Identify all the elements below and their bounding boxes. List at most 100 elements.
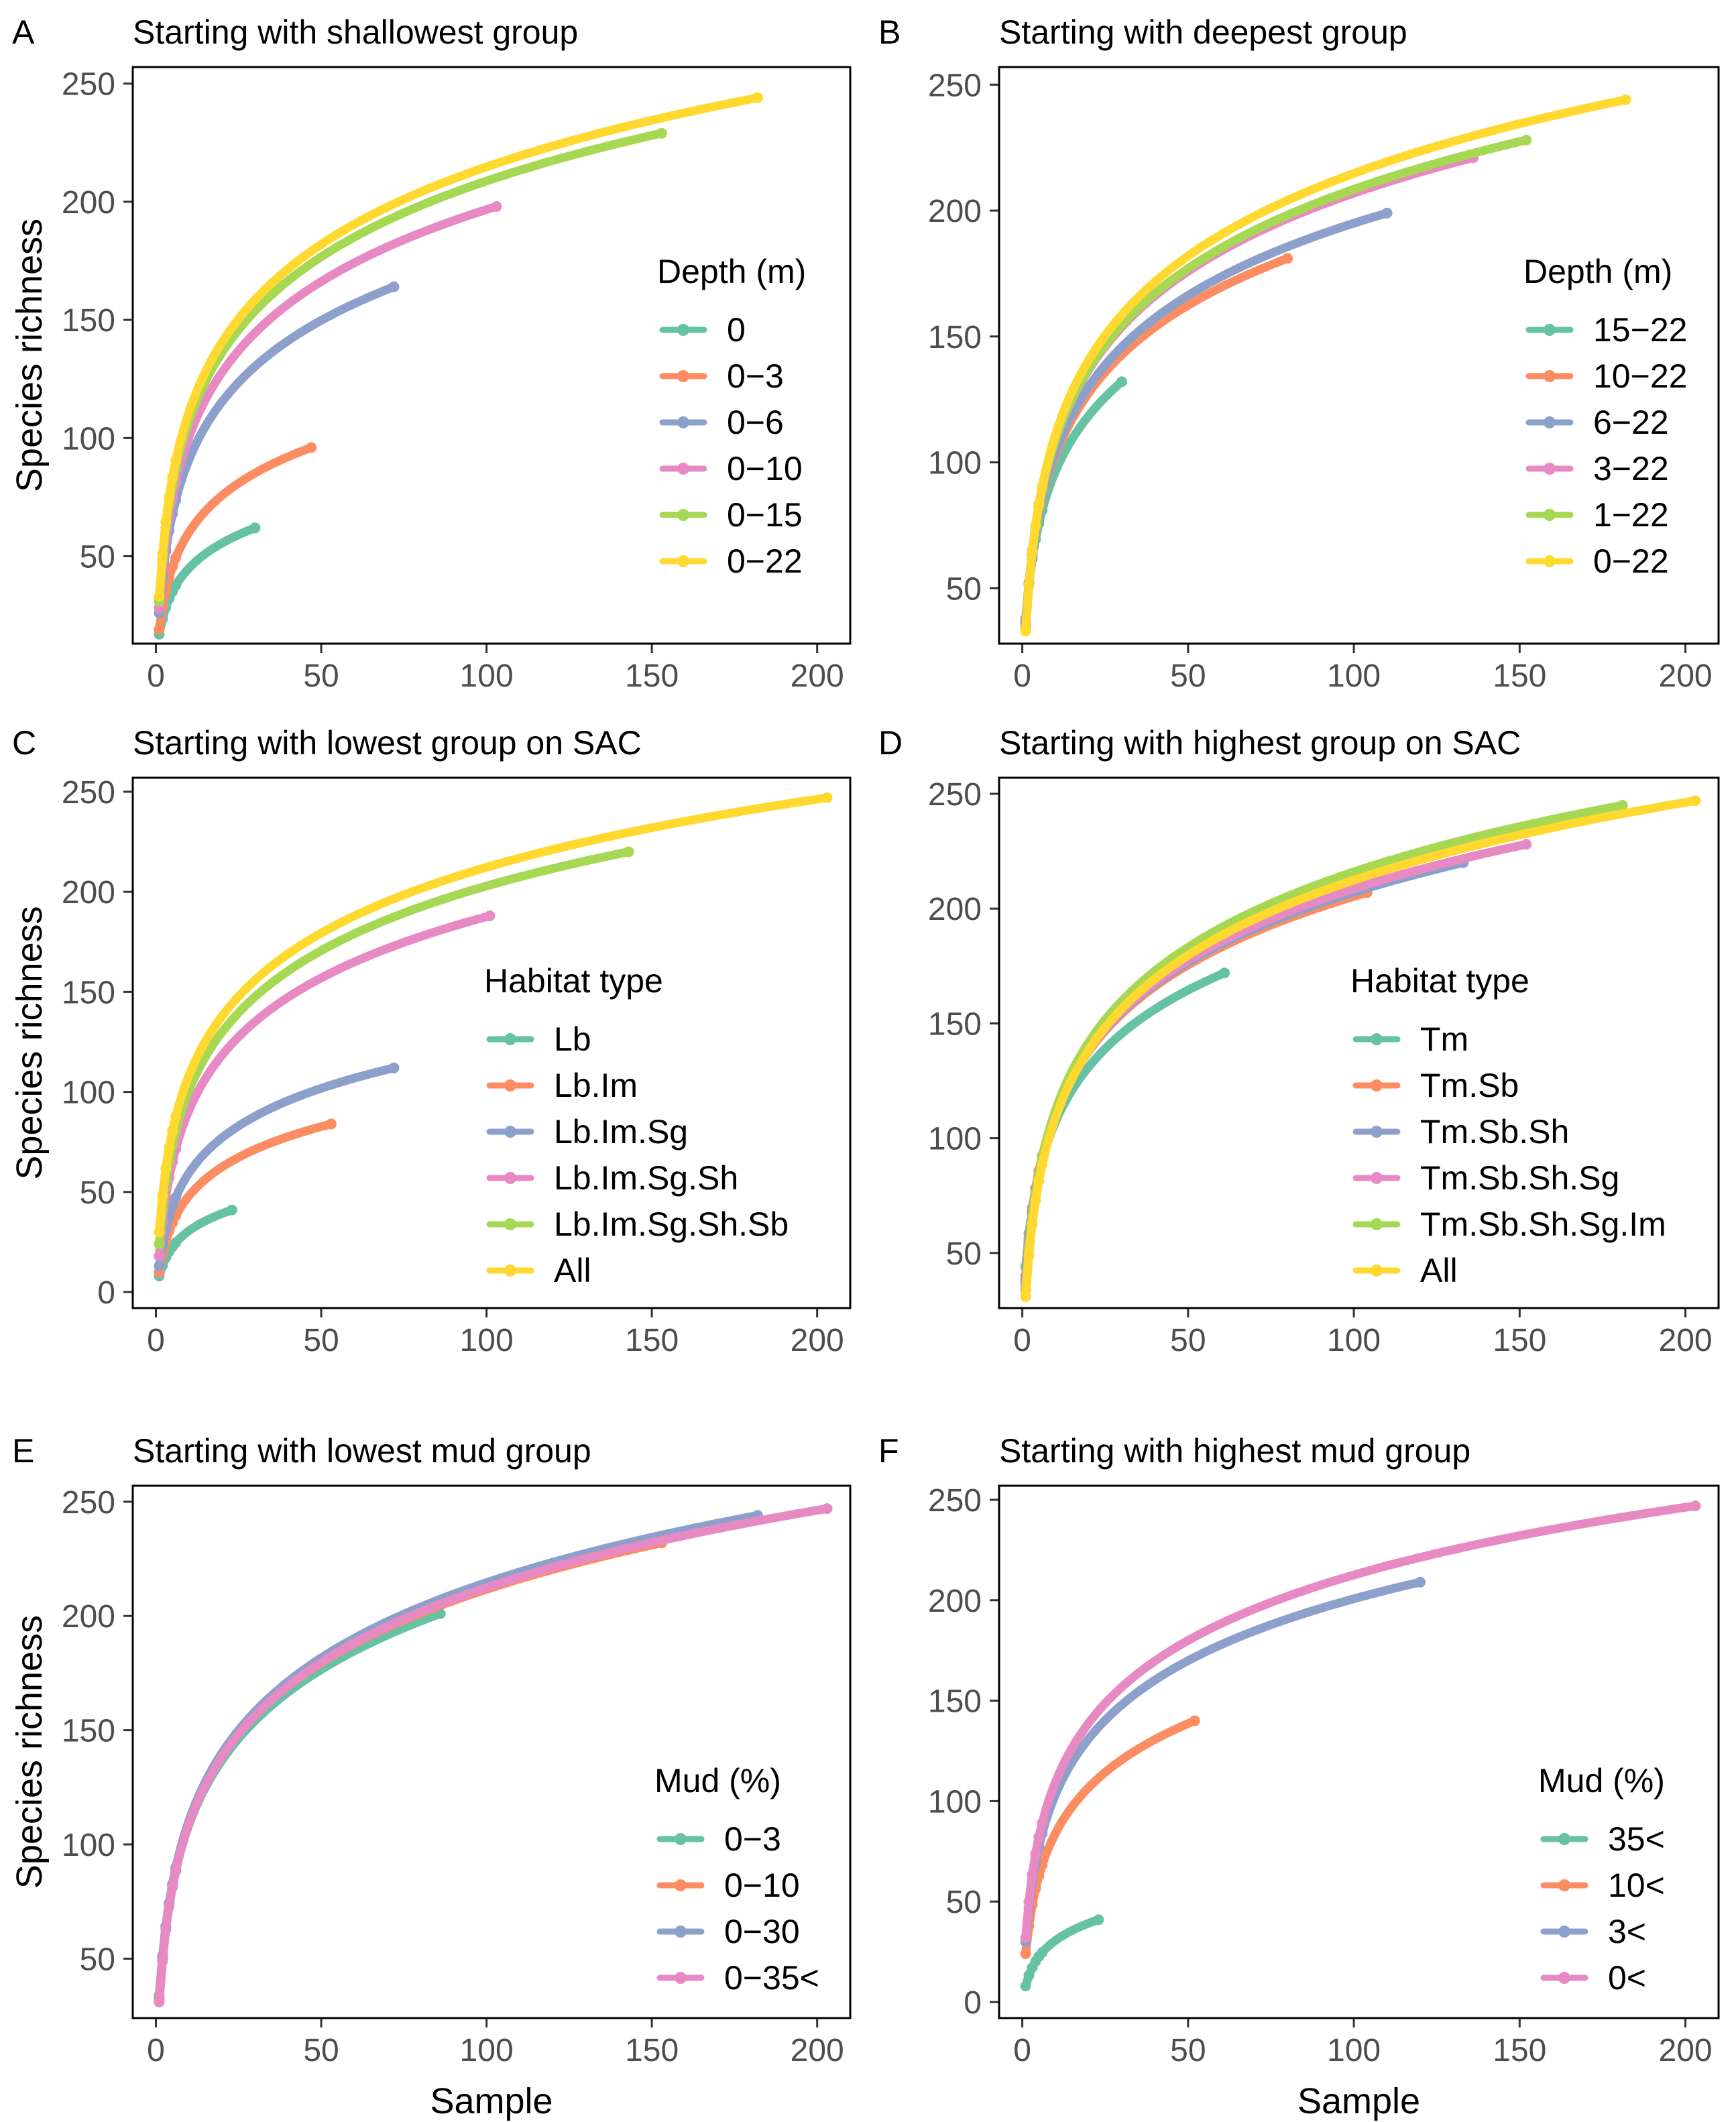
series-line-5	[154, 129, 667, 606]
x-tick-label: 0	[1013, 1323, 1031, 1358]
series-line-5	[1021, 135, 1531, 633]
legend-key-dot	[1544, 509, 1556, 521]
y-axis-title: Species richness	[9, 219, 50, 492]
series-end-point	[325, 1118, 337, 1130]
series-line-6	[154, 793, 831, 1237]
series-line-6	[1021, 796, 1700, 1301]
panel-d: D Starting with highest group on SAC 50 100…	[878, 724, 1720, 1358]
series-end-point	[1690, 1500, 1701, 1511]
series-end-point	[249, 522, 261, 534]
series-line-4	[154, 202, 501, 613]
y-tick-label: 100	[62, 1828, 115, 1863]
plot-area	[1020, 94, 1631, 637]
legend-label: 0−15	[727, 496, 803, 534]
series-point	[170, 1237, 182, 1248]
panel-border	[131, 1484, 852, 2019]
panel-letter: D	[878, 724, 903, 762]
y-tick-label: 200	[62, 875, 115, 910]
x-tick-label: 0	[1013, 2033, 1031, 2068]
y-tick-label: 150	[928, 1684, 982, 1720]
y-axis-title: Species richness	[9, 1615, 50, 1889]
series-point	[1023, 1896, 1035, 1907]
legend: Mud (%) 35< 10< 3< 0<	[1538, 1762, 1665, 1997]
legend-label: 0−22	[1593, 542, 1669, 580]
x-tick-label: 50	[303, 2033, 339, 2068]
legend-label: 3<	[1608, 1913, 1646, 1950]
legend: Depth (m) 15−22 10−22 6−22 3−22 1−22 0−22	[1523, 253, 1687, 580]
legend-key-dot	[1371, 1079, 1383, 1092]
series-end-point	[1617, 800, 1628, 811]
panel-border	[131, 66, 852, 645]
series-end-point	[388, 281, 400, 292]
legend-key-dot	[504, 1172, 516, 1184]
panel-letter: E	[12, 1432, 34, 1470]
y-tick-label: 250	[928, 777, 982, 813]
series-line-2	[154, 1119, 336, 1277]
y-tick-label: 150	[928, 1006, 982, 1042]
legend-title: Depth (m)	[1523, 253, 1672, 290]
legend-key-dot	[504, 1264, 516, 1277]
series-point	[164, 1142, 175, 1153]
y-tick-label: 50	[80, 1942, 115, 1977]
x-tick-label: 50	[303, 658, 339, 694]
legend-label: 0	[727, 311, 746, 349]
x-tick-label: 200	[1659, 658, 1713, 694]
y-tick-label: 100	[62, 1075, 115, 1111]
legend-title: Mud (%)	[654, 1762, 781, 1800]
x-tick-label: 0	[147, 1323, 165, 1358]
panel-f: F Starting with highest mud group 0 50 100 15…	[878, 1432, 1720, 2121]
series-point	[154, 624, 165, 635]
series-end-point	[306, 442, 317, 453]
legend-label: Lb.Im.Sg.Sh.Sb	[554, 1205, 789, 1243]
series-end-point	[1282, 253, 1293, 264]
series-point	[1030, 520, 1041, 531]
series-end-point	[491, 201, 502, 212]
series-point	[154, 1226, 165, 1238]
series-point	[167, 1125, 178, 1136]
y-tick-label: 200	[928, 194, 982, 229]
series-point	[1037, 1818, 1048, 1829]
panel-a: A Starting with shallowest group 50 100 150 2…	[9, 13, 852, 694]
legend-title: Habitat type	[484, 962, 663, 1000]
x-tick-label: 0	[1013, 658, 1031, 694]
y-tick-label: 100	[928, 446, 982, 481]
x-tick-label: 200	[791, 1323, 844, 1358]
series-line-4	[154, 1504, 831, 2007]
panel-border	[131, 776, 852, 1309]
legend-key-dot	[1558, 1879, 1570, 1891]
series-point	[1037, 481, 1048, 492]
series-end-point	[752, 92, 763, 103]
legend-key-dot	[675, 1926, 687, 1938]
series-point	[1020, 1981, 1031, 1992]
legend-key-dot	[677, 416, 689, 428]
legend-label: 0<	[1608, 1959, 1646, 1997]
series-line-6	[1021, 95, 1630, 636]
series-point	[1027, 1869, 1038, 1880]
series-point	[170, 1192, 182, 1203]
plot-area	[154, 1503, 833, 2008]
series-end-point	[388, 1062, 400, 1073]
x-tick-label: 150	[625, 658, 679, 694]
series-point	[164, 491, 175, 503]
y-tick-label: 200	[62, 1599, 115, 1635]
y-tick-label: 50	[946, 1236, 982, 1272]
legend-key-dot	[1558, 1972, 1570, 1984]
legend-key-dot	[677, 324, 689, 336]
legend-key-dot	[677, 463, 689, 475]
legend-key-dot	[504, 1079, 516, 1092]
series-line-3	[1021, 209, 1391, 628]
legend-label: Tm.Sb	[1420, 1067, 1519, 1104]
series-point	[1027, 546, 1038, 557]
series-point	[1033, 498, 1045, 510]
y-tick-label: 200	[62, 185, 115, 221]
x-tick-label: 200	[791, 2033, 844, 2068]
legend-label: 1−22	[1593, 496, 1669, 534]
x-tick-label: 0	[147, 2033, 165, 2068]
legend-label: 0−10	[724, 1867, 800, 1904]
y-tick-label: 150	[928, 320, 982, 355]
series-end-point	[1116, 376, 1127, 388]
series-point	[170, 1865, 182, 1877]
series-point	[154, 1260, 165, 1272]
series-point	[1037, 1159, 1048, 1171]
panel-b: B Starting with deepest group 50 100 150 200 2…	[878, 13, 1720, 694]
